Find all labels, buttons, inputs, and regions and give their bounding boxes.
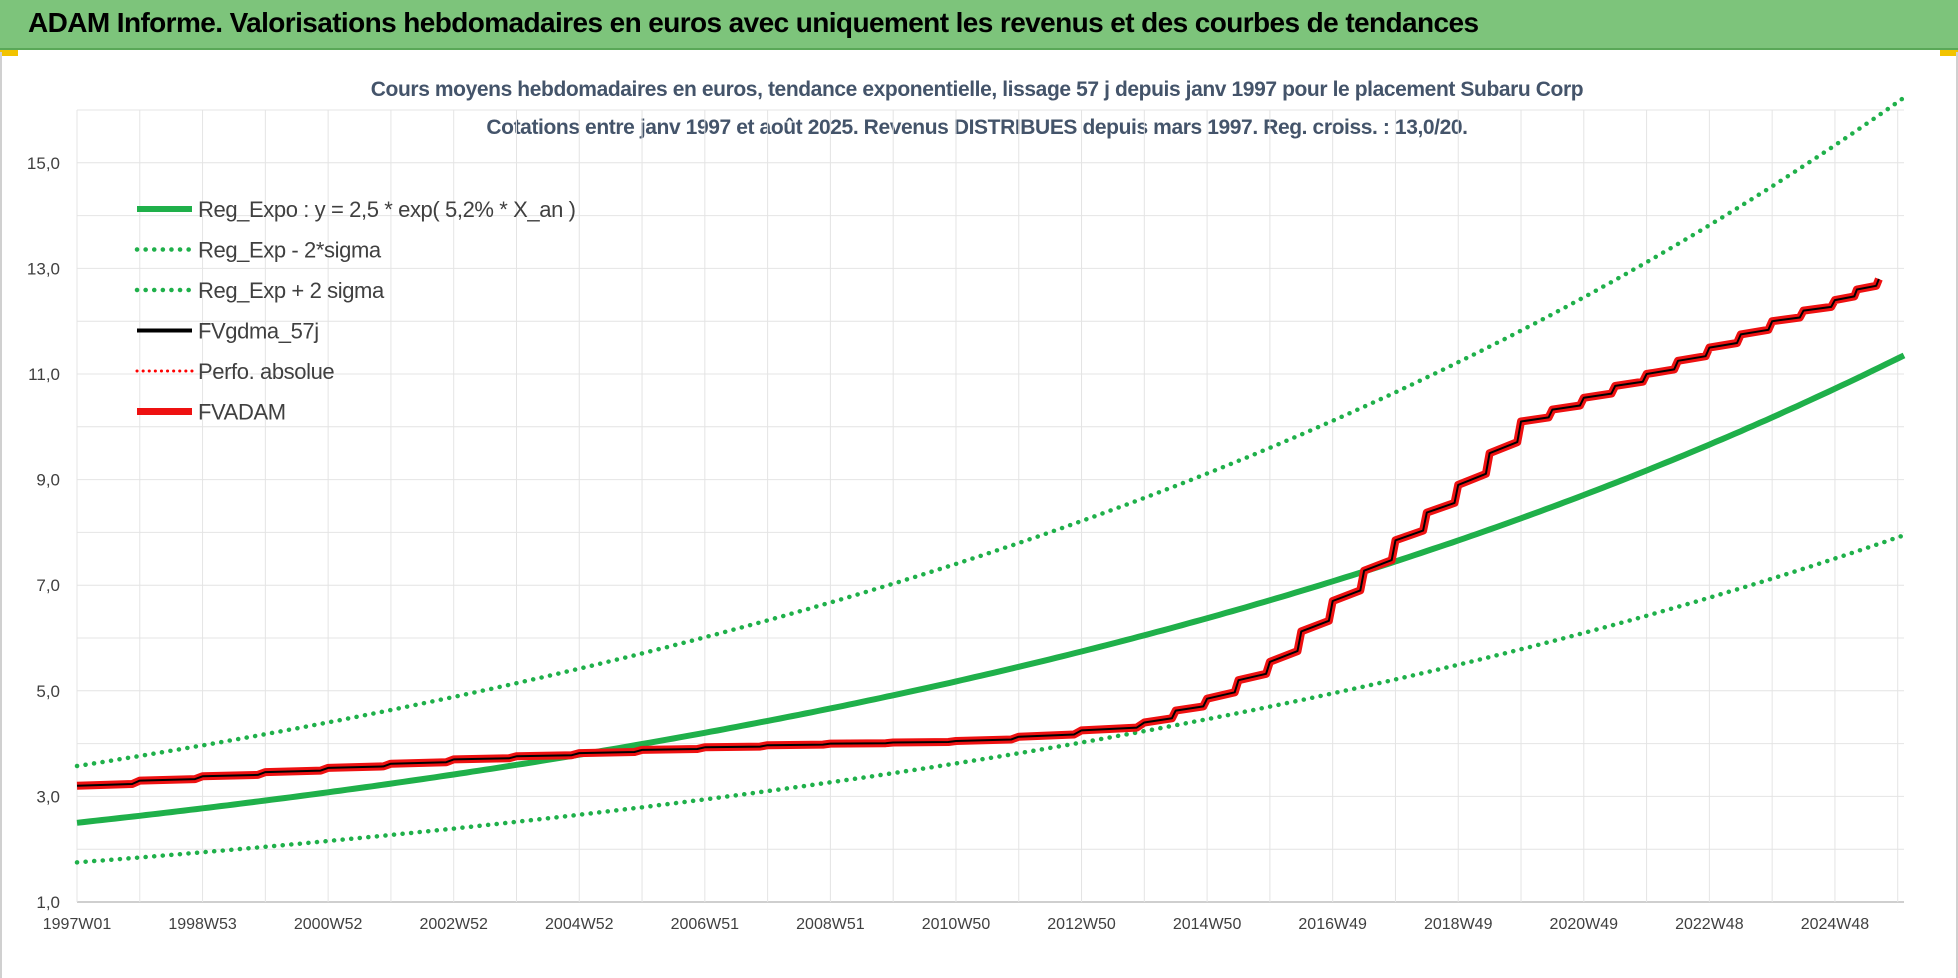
corner-marker-left: [0, 50, 18, 56]
x-tick-label: 2008W51: [796, 916, 865, 933]
x-tick-label: 2020W49: [1550, 916, 1619, 933]
x-axis-ticks: 1997W01 1998W53 2000W52 2002W52 2004W52 2006W…: [43, 916, 1870, 933]
series-trend-low: [74, 532, 1907, 865]
y-axis-ticks: 1,0 3,0 5,0 7,0 9,0 11,0 13,0 15,0: [27, 154, 60, 912]
series-trend-high: [74, 95, 1907, 769]
corner-marker-right: [1940, 50, 1958, 56]
y-tick-label: 1,0: [36, 893, 60, 912]
y-tick-label: 5,0: [36, 682, 60, 701]
x-tick-label: 1998W53: [168, 916, 237, 933]
x-tick-label: 2024W48: [1801, 916, 1870, 933]
gridlines: [76, 109, 1904, 903]
legend-label: FVgdma_57j: [198, 319, 319, 344]
line-chart: Cours moyens hebdomadaires en euros, ten…: [27, 78, 1907, 933]
x-tick-label: 2000W52: [294, 916, 363, 933]
x-tick-label: 2012W50: [1047, 916, 1116, 933]
y-tick-label: 9,0: [36, 471, 60, 490]
legend-label: Reg_Expo : y = 2,5 * exp( 5,2% * X_an ): [198, 197, 576, 222]
series-trend: [76, 352, 1906, 826]
x-tick-label: 2016W49: [1298, 916, 1367, 933]
legend: Reg_Expo : y = 2,5 * exp( 5,2% * X_an ) R…: [134, 197, 576, 425]
series-lines: [74, 95, 1907, 865]
x-tick-label: 2018W49: [1424, 916, 1493, 933]
legend-label: FVADAM: [198, 400, 286, 425]
report-title: ADAM Informe. Valorisations hebdomadaire…: [28, 7, 1479, 38]
y-tick-label: 15,0: [27, 154, 60, 173]
series-fvgdma-57j: [76, 278, 1880, 787]
x-tick-label: 2010W50: [922, 916, 991, 933]
legend-label: Perfo. absolue: [198, 359, 334, 384]
legend-label: Reg_Exp - 2*sigma: [198, 238, 382, 263]
y-tick-label: 13,0: [27, 259, 60, 278]
x-tick-label: 1997W01: [43, 916, 112, 933]
x-tick-label: 2002W52: [419, 916, 488, 933]
y-tick-label: 3,0: [36, 787, 60, 806]
x-tick-label: 2006W51: [671, 916, 740, 933]
x-tick-label: 2014W50: [1173, 916, 1242, 933]
x-tick-label: 2004W52: [545, 916, 614, 933]
y-tick-label: 11,0: [28, 365, 60, 384]
legend-label: Reg_Exp + 2 sigma: [198, 278, 385, 303]
chart-subtitle: Cotations entre janv 1997 et août 2025. …: [486, 116, 1467, 139]
x-tick-label: 2022W48: [1675, 916, 1744, 933]
y-tick-label: 7,0: [36, 576, 60, 595]
report-header: ADAM Informe. Valorisations hebdomadaire…: [0, 0, 1958, 50]
chart-area: Cours moyens hebdomadaires en euros, ten…: [0, 52, 1958, 978]
chart-title: Cours moyens hebdomadaires en euros, ten…: [371, 78, 1583, 101]
